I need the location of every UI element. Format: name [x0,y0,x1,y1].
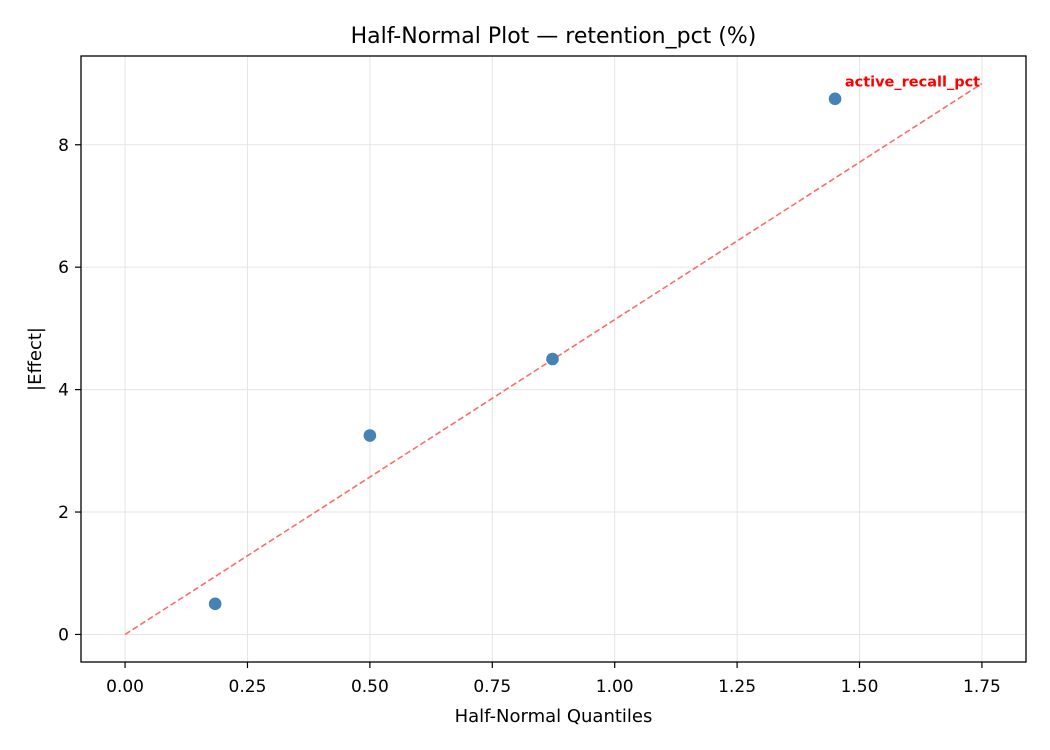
y-tick-label: 0 [58,625,69,645]
grid [81,56,1026,662]
plot-area-frame [80,55,1027,663]
annotations: active_recall_pct [845,75,980,91]
y-axis-ticks: 0 2 4 6 8 [58,136,81,645]
x-axis-label: Half-Normal Quantiles [455,706,653,727]
x-tick-label: 0.25 [229,677,267,697]
x-tick-label: 0.00 [106,677,144,697]
y-axis-label: |Effect| [25,327,46,391]
data-point [363,429,377,442]
data-point [828,92,842,106]
y-tick-label: 6 [58,258,69,278]
point-annotation: active_recall_pct [845,75,980,91]
x-axis-ticks: 0.00 0.25 0.50 0.75 1.00 1.25 1.50 1.75 [106,662,1001,697]
data-point [546,352,559,366]
data-point [208,597,222,611]
y-tick-label: 4 [58,381,69,401]
x-tick-label: 1.75 [963,677,1001,697]
x-tick-label: 0.50 [351,677,389,697]
x-tick-label: 1.25 [718,677,756,697]
data-points [208,92,842,611]
chart-title: Half-Normal Plot — retention_pct (%) [351,24,757,49]
y-tick-label: 2 [58,503,69,523]
x-tick-label: 0.75 [473,677,511,697]
y-tick-label: 8 [58,136,69,156]
x-tick-label: 1.50 [841,677,879,697]
x-tick-label: 1.00 [596,677,634,697]
